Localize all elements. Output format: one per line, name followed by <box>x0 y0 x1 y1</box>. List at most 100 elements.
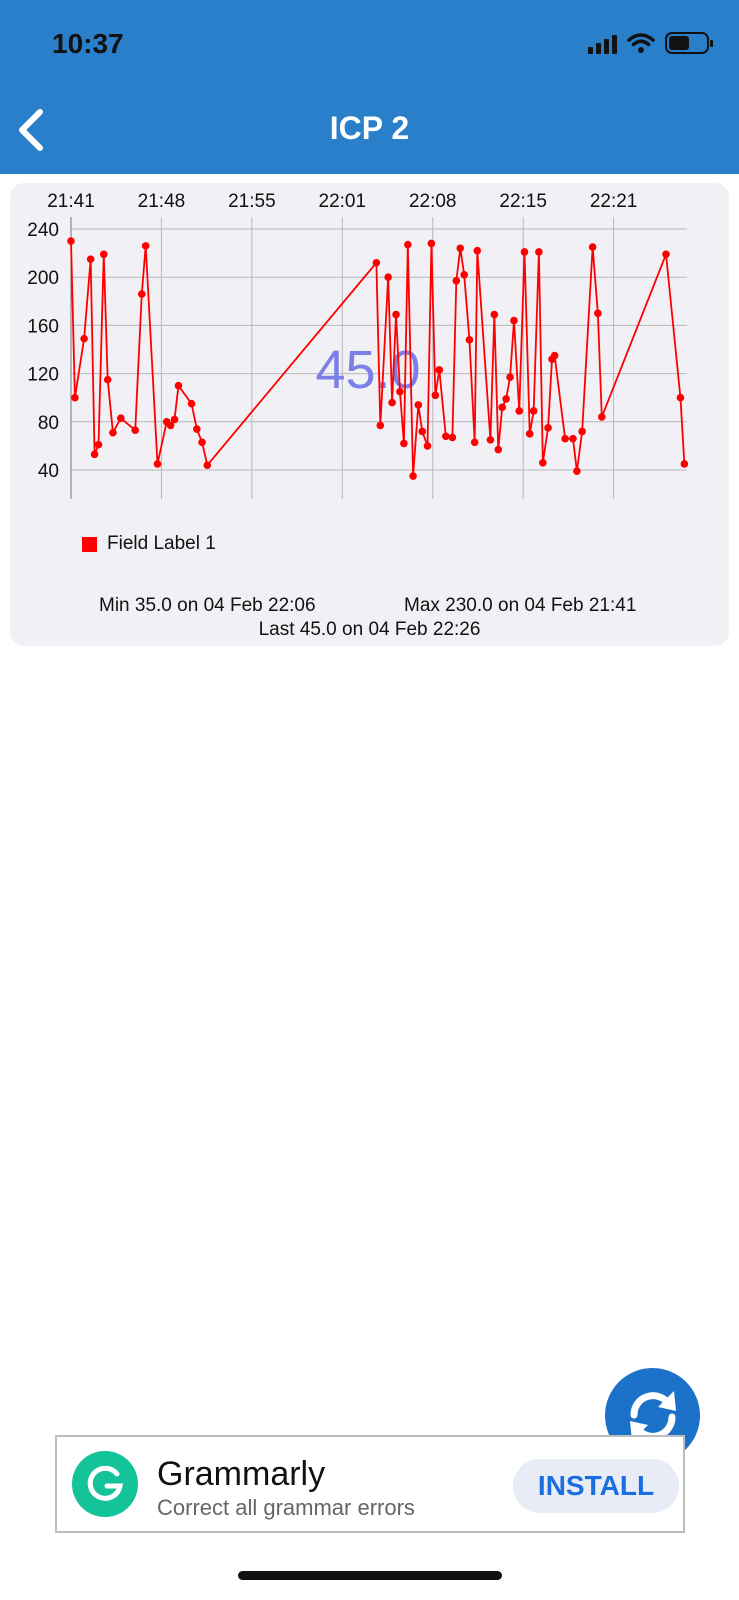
data-point <box>86 255 95 263</box>
data-point <box>539 458 547 467</box>
cellular-signal-icon <box>588 34 617 54</box>
data-point <box>170 415 179 424</box>
data-point <box>198 438 206 447</box>
y-tick-label: 120 <box>27 365 59 386</box>
data-point <box>452 277 461 285</box>
data-point <box>470 438 479 447</box>
stat-min: Min 35.0 on 04 Feb 22:06 <box>99 595 316 616</box>
data-point <box>409 472 417 480</box>
data-point <box>498 403 507 412</box>
data-point <box>573 467 581 476</box>
data-point <box>494 445 503 454</box>
x-tick-label: 22:15 <box>499 191 547 212</box>
data-point <box>80 334 88 343</box>
data-point <box>427 239 436 248</box>
y-tick-label: 80 <box>38 413 59 434</box>
y-tick-label: 240 <box>27 220 59 241</box>
app-header: 10:37 ICP 2 <box>0 0 739 174</box>
data-point <box>384 273 392 281</box>
data-point <box>515 407 524 415</box>
line-chart: 40 80 120 160 200 240 21:41 21:48 21:55 22:01 22:0… <box>27 191 689 499</box>
status-icons <box>588 32 713 54</box>
data-point <box>442 432 450 441</box>
data-point <box>680 460 689 468</box>
y-tick-label: 40 <box>38 461 59 482</box>
x-tick-label: 21:41 <box>47 191 95 212</box>
data-point <box>376 421 385 430</box>
data-point <box>465 336 474 344</box>
stat-max: Max 230.0 on 04 Feb 21:41 <box>404 595 637 616</box>
y-tick-label: 160 <box>27 316 59 337</box>
data-point <box>561 434 569 443</box>
data-point <box>203 461 212 469</box>
data-point <box>131 426 140 435</box>
data-point <box>400 439 408 448</box>
x-tick-label: 22:08 <box>409 191 457 212</box>
data-point <box>71 393 79 402</box>
data-point <box>662 250 670 259</box>
data-point <box>193 425 201 433</box>
back-button[interactable] <box>12 106 52 154</box>
battery-icon <box>665 32 713 54</box>
data-point <box>569 434 577 443</box>
legend-label: Field Label 1 <box>107 533 216 554</box>
data-point <box>174 381 183 390</box>
data-point <box>404 240 412 249</box>
data-point <box>578 427 586 436</box>
ad-tagline: Correct all grammar errors <box>157 1495 415 1520</box>
data-point <box>187 399 196 408</box>
data-point <box>502 395 510 403</box>
status-time: 10:37 <box>52 28 124 59</box>
data-point <box>486 436 495 444</box>
data-point <box>94 440 103 449</box>
y-tick-label: 200 <box>27 268 59 289</box>
x-tick-label: 21:55 <box>228 191 276 212</box>
data-point <box>153 460 162 468</box>
data-point <box>109 428 117 437</box>
chart-legend: Field Label 1 <box>82 533 216 555</box>
data-point <box>166 421 175 430</box>
page-title: ICP 2 <box>329 110 410 146</box>
data-point <box>67 237 75 245</box>
data-point <box>529 407 538 415</box>
data-point <box>550 351 559 360</box>
data-point <box>372 258 381 267</box>
data-point <box>520 248 529 256</box>
data-point <box>141 242 150 250</box>
ad-name: Grammarly <box>157 1455 326 1493</box>
data-point <box>544 424 552 432</box>
chart-card: 40 80 120 160 200 240 21:41 21:48 21:55 22:01 22:0… <box>10 183 729 646</box>
x-tick-label: 22:21 <box>590 191 638 212</box>
grammarly-g-icon <box>72 1451 138 1517</box>
wifi-icon <box>627 33 655 53</box>
data-point <box>490 310 499 319</box>
data-point <box>588 243 597 251</box>
install-button[interactable]: INSTALL <box>513 1459 679 1513</box>
data-point <box>506 373 514 382</box>
data-point <box>117 414 125 422</box>
legend-swatch <box>82 536 97 552</box>
data-point <box>392 310 400 319</box>
data-point <box>676 393 685 402</box>
data-point <box>525 430 534 438</box>
data-point <box>598 413 606 421</box>
home-indicator <box>238 1571 502 1580</box>
data-point <box>137 290 146 298</box>
data-point <box>103 375 112 384</box>
data-point <box>418 427 427 436</box>
data-point <box>435 366 444 374</box>
data-point <box>473 246 482 255</box>
data-point <box>594 309 602 318</box>
data-point <box>423 442 432 450</box>
data-point <box>414 401 423 409</box>
x-tick-label: 22:01 <box>319 191 367 212</box>
data-point <box>460 270 468 279</box>
chevron-left-icon <box>19 109 43 151</box>
data-point <box>396 387 404 396</box>
ad-banner[interactable]: Grammarly Correct all grammar errors INS… <box>55 1435 685 1533</box>
data-point <box>448 433 457 442</box>
data-point <box>431 391 440 400</box>
data-point <box>388 398 396 407</box>
data-point <box>90 450 99 459</box>
stat-last: Last 45.0 on 04 Feb 22:26 <box>258 619 481 640</box>
